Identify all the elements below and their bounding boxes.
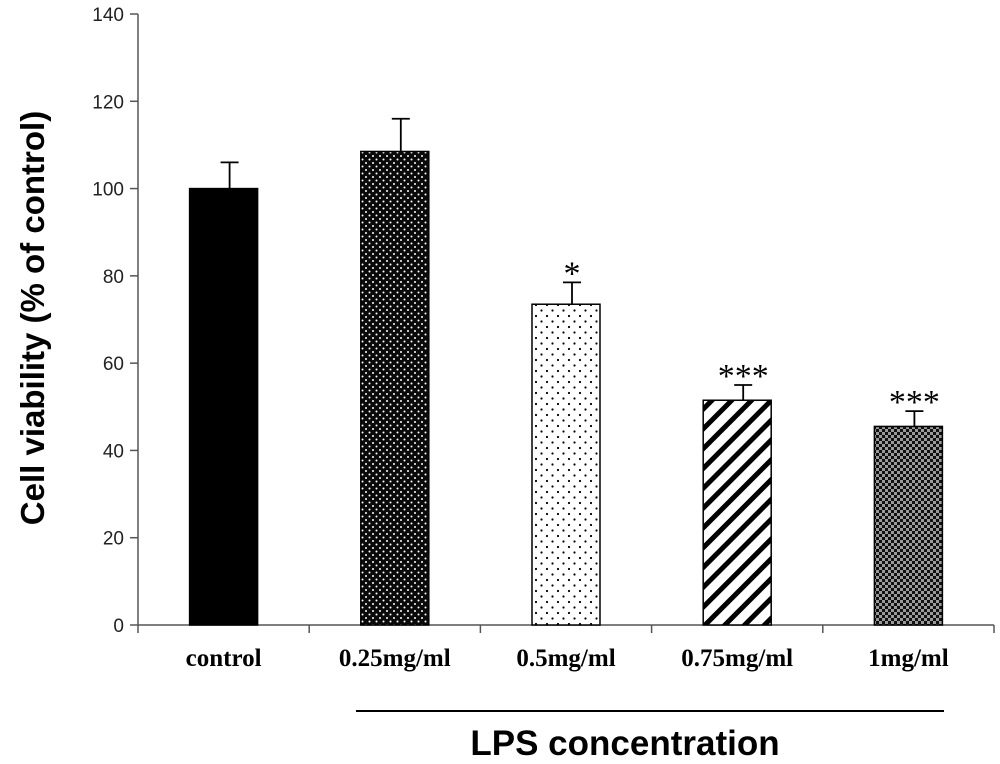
bar-3 <box>702 399 772 626</box>
y-tick-label: 0 <box>113 616 124 637</box>
bar-1 <box>360 150 430 626</box>
y-axis-label: Cell viability (% of control) <box>14 111 51 525</box>
bars: control 0.25mg/ml * 0.5mg/ml *** 0.75mg/ml ***… <box>186 117 949 672</box>
category-label: control <box>186 645 262 672</box>
y-tick-label: 120 <box>92 92 124 113</box>
x-axis-label: LPS concentration <box>470 724 779 763</box>
y-tick-label: 140 <box>92 5 124 26</box>
significance-label: *** <box>718 358 769 395</box>
y-tick-label: 20 <box>103 529 124 550</box>
y-tick-label: 40 <box>103 441 124 462</box>
category-label: 0.75mg/ml <box>681 645 793 672</box>
y-tick-label: 100 <box>92 180 124 201</box>
y-tick-label: 60 <box>103 354 124 375</box>
category-label: 0.5mg/ml <box>516 645 615 672</box>
bar-2 <box>531 303 601 626</box>
x-ticks <box>137 625 995 633</box>
bar-0 <box>188 187 259 626</box>
significance-label: * <box>564 255 581 292</box>
y-tick-label: 80 <box>103 267 124 288</box>
category-label: 1mg/ml <box>868 645 949 672</box>
significance-label: *** <box>889 384 940 421</box>
bar-4 <box>873 425 944 626</box>
category-label: 0.25mg/ml <box>339 645 451 672</box>
y-ticks: 0 20 40 60 80 100 120 140 <box>92 5 138 637</box>
